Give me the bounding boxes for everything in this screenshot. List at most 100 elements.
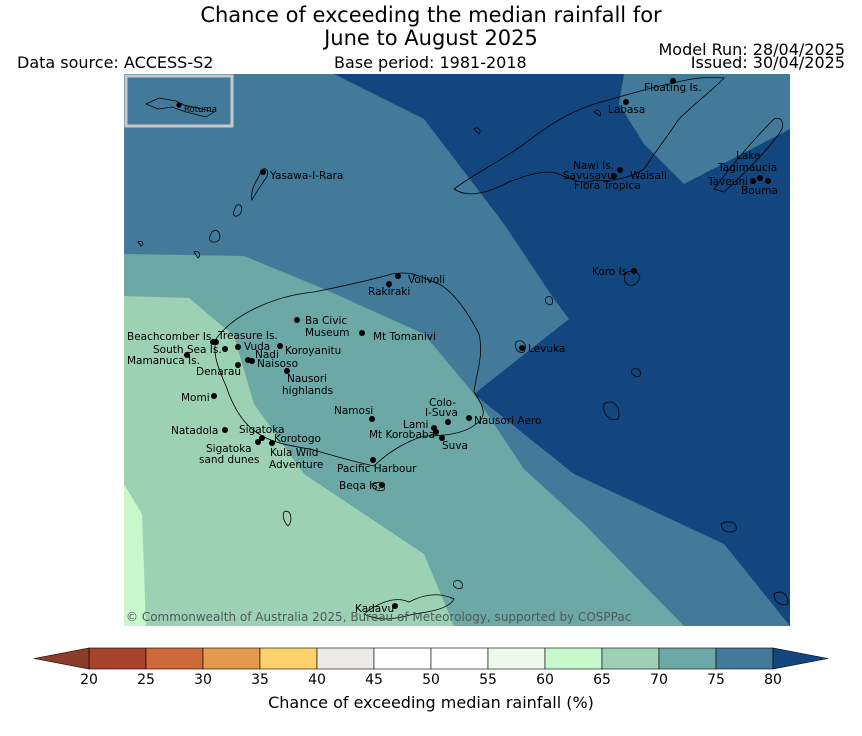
colorbar-tick-label: 80 xyxy=(764,672,782,688)
place-label: I-Suva xyxy=(425,407,458,419)
place-label: Lake xyxy=(736,150,760,162)
place-label: Taveuni xyxy=(707,176,748,188)
place-markers: Floating Is. Labasa Yasawa-I-Rara Nawi I… xyxy=(127,78,778,615)
place-label: Waisali xyxy=(630,170,667,182)
model-run: Model Run: 28/04/2025 xyxy=(658,40,846,59)
place-dot xyxy=(370,457,376,463)
place-label: Sigatoka xyxy=(206,443,252,455)
place-label: Tagimaucia xyxy=(717,162,777,174)
place-label: Pacific Harbour xyxy=(337,463,417,475)
place-label: Nawi Is. xyxy=(573,160,614,172)
place-dot xyxy=(255,439,261,445)
place-label: Nausori Aero xyxy=(474,415,541,427)
place-dot xyxy=(392,603,398,609)
place-label: Ba Civic xyxy=(305,315,347,327)
place-label: Bouma xyxy=(741,185,778,197)
place-dot xyxy=(294,317,300,323)
place-dot xyxy=(617,167,623,173)
place-label: Beachcomber Is. xyxy=(127,331,215,343)
issued-date: Issued: 30/04/2025 xyxy=(690,53,845,72)
place-dot xyxy=(259,435,265,441)
place-dot xyxy=(670,78,676,84)
zone-75-80-north xyxy=(619,74,790,184)
inset-box xyxy=(124,74,234,128)
place-dot xyxy=(211,393,217,399)
place-label: Naisoso xyxy=(257,358,298,370)
place-label: Beqa Is. xyxy=(339,480,381,492)
place-label: Koro Is. xyxy=(592,266,631,278)
place-label: Koroyanitu xyxy=(285,345,341,357)
colorbar-tick-label: 70 xyxy=(650,672,668,688)
place-label: South Sea Is. xyxy=(153,344,222,356)
place-dot xyxy=(222,346,228,352)
place-dot xyxy=(184,352,190,358)
place-label: Museum xyxy=(305,327,350,339)
zone-60-65 xyxy=(124,484,146,626)
place-label: Colo- xyxy=(429,397,456,409)
base-period: Base period: 1981-2018 xyxy=(334,53,527,72)
place-label: Adventure xyxy=(269,459,323,471)
rainfall-map: Rotuma Floating Is. xyxy=(124,74,790,626)
zone-65-70 xyxy=(124,296,454,626)
place-dot xyxy=(623,99,629,105)
place-label: Vuda xyxy=(244,341,270,353)
colorbar-bin xyxy=(202,647,261,670)
place-dot xyxy=(359,330,365,336)
colorbar-below-triangle xyxy=(33,647,90,670)
place-label: Korotogo xyxy=(274,433,321,445)
colorbar-tick-label: 20 xyxy=(80,672,98,688)
place-label: Nausori xyxy=(287,373,327,385)
place-label: Denarau xyxy=(196,366,241,378)
place-label: Levuka xyxy=(528,343,565,355)
colorbar-tick-label: 55 xyxy=(479,672,497,688)
colorbar-bin xyxy=(715,647,774,670)
place-dot xyxy=(213,339,219,345)
data-source: Data source: ACCESS-S2 xyxy=(17,53,214,72)
place-dot xyxy=(765,178,771,184)
colorbar-tick-label: 60 xyxy=(536,672,554,688)
colorbar-tick-label: 75 xyxy=(707,672,725,688)
colorbar-tick-label: 25 xyxy=(137,672,155,688)
place-label: Treasure Is. xyxy=(217,330,278,342)
colorbar-tick-label: 40 xyxy=(308,672,326,688)
place-dot xyxy=(249,358,255,364)
colorbar-tick-label: 50 xyxy=(422,672,440,688)
colorbar-bin xyxy=(259,647,318,670)
place-label: Flora Tropica xyxy=(574,180,641,192)
place-label: Rakiraki xyxy=(368,286,410,298)
place-label: Volivoli xyxy=(408,274,445,286)
place-dot xyxy=(379,482,385,488)
place-label: Mt Tomanivi xyxy=(373,331,436,343)
place-label: Savusavu xyxy=(563,170,614,182)
colorbar-tick-label: 30 xyxy=(194,672,212,688)
colorbar xyxy=(33,647,829,670)
map-title-line1: Chance of exceeding the median rainfall … xyxy=(200,3,662,27)
place-dot xyxy=(757,175,763,181)
place-dot xyxy=(519,345,525,351)
colorbar-tick-label: 35 xyxy=(251,672,269,688)
inset-label: Rotuma xyxy=(184,105,217,115)
colorbar-above-triangle xyxy=(772,647,829,670)
place-label: Labasa xyxy=(608,104,645,116)
place-dot xyxy=(439,435,445,441)
place-dot xyxy=(369,416,375,422)
place-dot xyxy=(445,419,451,425)
place-label: Kadavu xyxy=(355,603,394,615)
place-label: highlands xyxy=(282,385,333,397)
place-label: Momi xyxy=(181,392,210,404)
place-dot xyxy=(222,427,228,433)
colorbar-bin xyxy=(601,647,660,670)
place-dot xyxy=(395,273,401,279)
place-label: sand dunes xyxy=(199,454,259,466)
place-dot xyxy=(631,268,637,274)
colorbar-label: Chance of exceeding median rainfall (%) xyxy=(268,693,594,712)
place-label: Nadi xyxy=(255,349,279,361)
colorbar-bin xyxy=(430,647,489,670)
colorbar-tick-label: 45 xyxy=(365,672,383,688)
place-label: Mt Korobaba xyxy=(369,429,435,441)
place-dot xyxy=(235,344,241,350)
place-label: Sigatoka xyxy=(239,424,285,436)
place-dot xyxy=(611,173,617,179)
place-label: Mamanuca Is. xyxy=(127,355,200,367)
place-label: Lami xyxy=(403,419,428,431)
